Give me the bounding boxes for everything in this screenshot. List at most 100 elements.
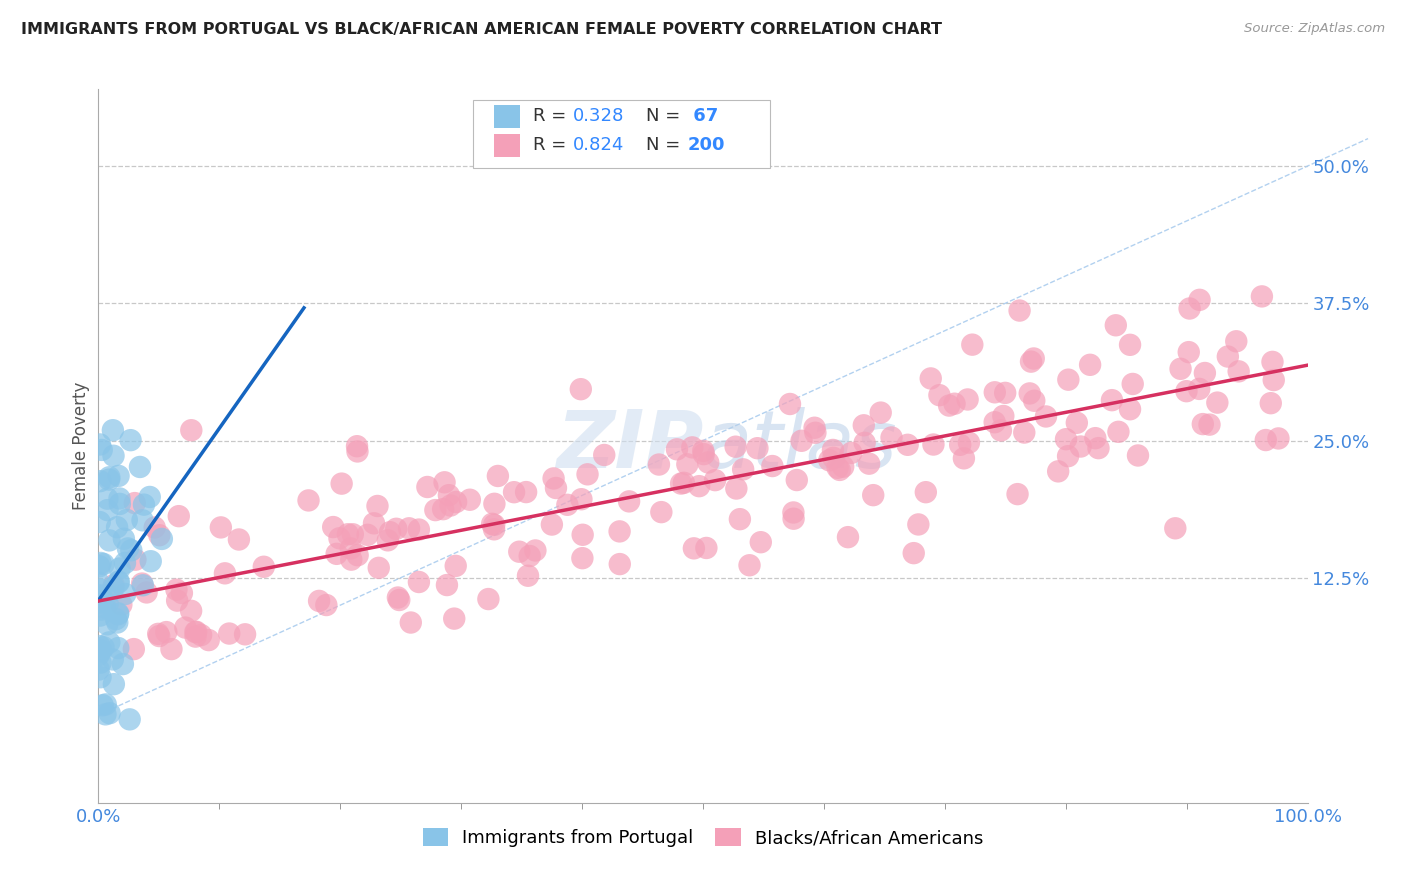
Point	[90, 582, 112, 597]
Point	[387, 591, 409, 605]
Text: N =: N =	[647, 136, 686, 154]
Point	[105, 520, 128, 534]
Point	[107, 607, 129, 621]
Point	[105, 612, 128, 626]
Bar	[494, 105, 520, 128]
Point	[340, 552, 363, 566]
Point	[683, 541, 706, 556]
Point	[132, 578, 155, 592]
Point	[114, 556, 136, 570]
Point	[1105, 318, 1128, 333]
Point	[949, 438, 972, 452]
Point	[197, 633, 219, 648]
Point	[922, 437, 945, 451]
Point	[90, 442, 112, 457]
Point	[97, 597, 120, 611]
Point	[367, 561, 389, 575]
Point	[115, 513, 138, 527]
Point	[148, 528, 170, 542]
Point	[665, 442, 688, 457]
Point	[458, 492, 481, 507]
Point	[1007, 487, 1029, 501]
Point	[89, 437, 111, 451]
Point	[103, 677, 125, 691]
Point	[388, 593, 411, 607]
Point	[790, 434, 813, 448]
Point	[330, 476, 353, 491]
Point	[672, 475, 695, 490]
Text: atlas: atlas	[703, 407, 898, 485]
Point	[1251, 289, 1274, 303]
Point	[1070, 440, 1092, 454]
Point	[398, 521, 420, 535]
Point	[336, 527, 359, 541]
Point	[571, 551, 593, 566]
Point	[308, 594, 330, 608]
Point	[87, 663, 110, 677]
Point	[108, 497, 131, 511]
Point	[1267, 432, 1289, 446]
Point	[747, 441, 769, 455]
Point	[98, 635, 121, 649]
Point	[1216, 350, 1239, 364]
Point	[131, 576, 153, 591]
Point	[1206, 395, 1229, 409]
Point	[89, 608, 111, 623]
Point	[569, 382, 592, 396]
Point	[1261, 355, 1284, 369]
Point	[111, 657, 134, 671]
Point	[416, 480, 439, 494]
Point	[96, 503, 118, 517]
Point	[779, 397, 801, 411]
Point	[782, 506, 804, 520]
Point	[827, 460, 849, 475]
Point	[839, 446, 862, 460]
Point	[761, 458, 783, 473]
Point	[160, 642, 183, 657]
Point	[184, 630, 207, 644]
Point	[186, 624, 208, 639]
Point	[96, 617, 118, 632]
Point	[1018, 386, 1040, 401]
Point	[1107, 425, 1129, 439]
Point	[346, 548, 368, 562]
Point	[724, 440, 747, 454]
Point	[107, 607, 129, 622]
Point	[1175, 384, 1198, 399]
Point	[821, 442, 844, 457]
Point	[98, 706, 121, 721]
Point	[214, 566, 236, 581]
Point	[346, 444, 368, 458]
Point	[90, 602, 112, 616]
Text: 0.824: 0.824	[572, 136, 624, 154]
Point	[1087, 441, 1109, 455]
Point	[148, 629, 170, 643]
Point	[94, 698, 117, 712]
Point	[1178, 301, 1201, 316]
Point	[399, 615, 422, 630]
Point	[107, 574, 129, 589]
Point	[515, 485, 537, 500]
Point	[90, 556, 112, 570]
Point	[576, 467, 599, 482]
Point	[190, 628, 212, 642]
Point	[89, 588, 111, 602]
Point	[1119, 402, 1142, 417]
Point	[782, 512, 804, 526]
Text: ZIP: ZIP	[555, 407, 703, 485]
Point	[385, 522, 408, 536]
Point	[484, 517, 506, 532]
Point	[328, 531, 350, 545]
Point	[97, 588, 120, 602]
Point	[315, 598, 337, 612]
Point	[87, 575, 110, 590]
Point	[1119, 338, 1142, 352]
Point	[695, 541, 717, 555]
Point	[378, 525, 401, 540]
Point	[96, 491, 118, 506]
Point	[93, 557, 115, 571]
Point	[648, 458, 671, 472]
Point	[103, 578, 125, 592]
Point	[725, 482, 748, 496]
Point	[481, 516, 503, 531]
